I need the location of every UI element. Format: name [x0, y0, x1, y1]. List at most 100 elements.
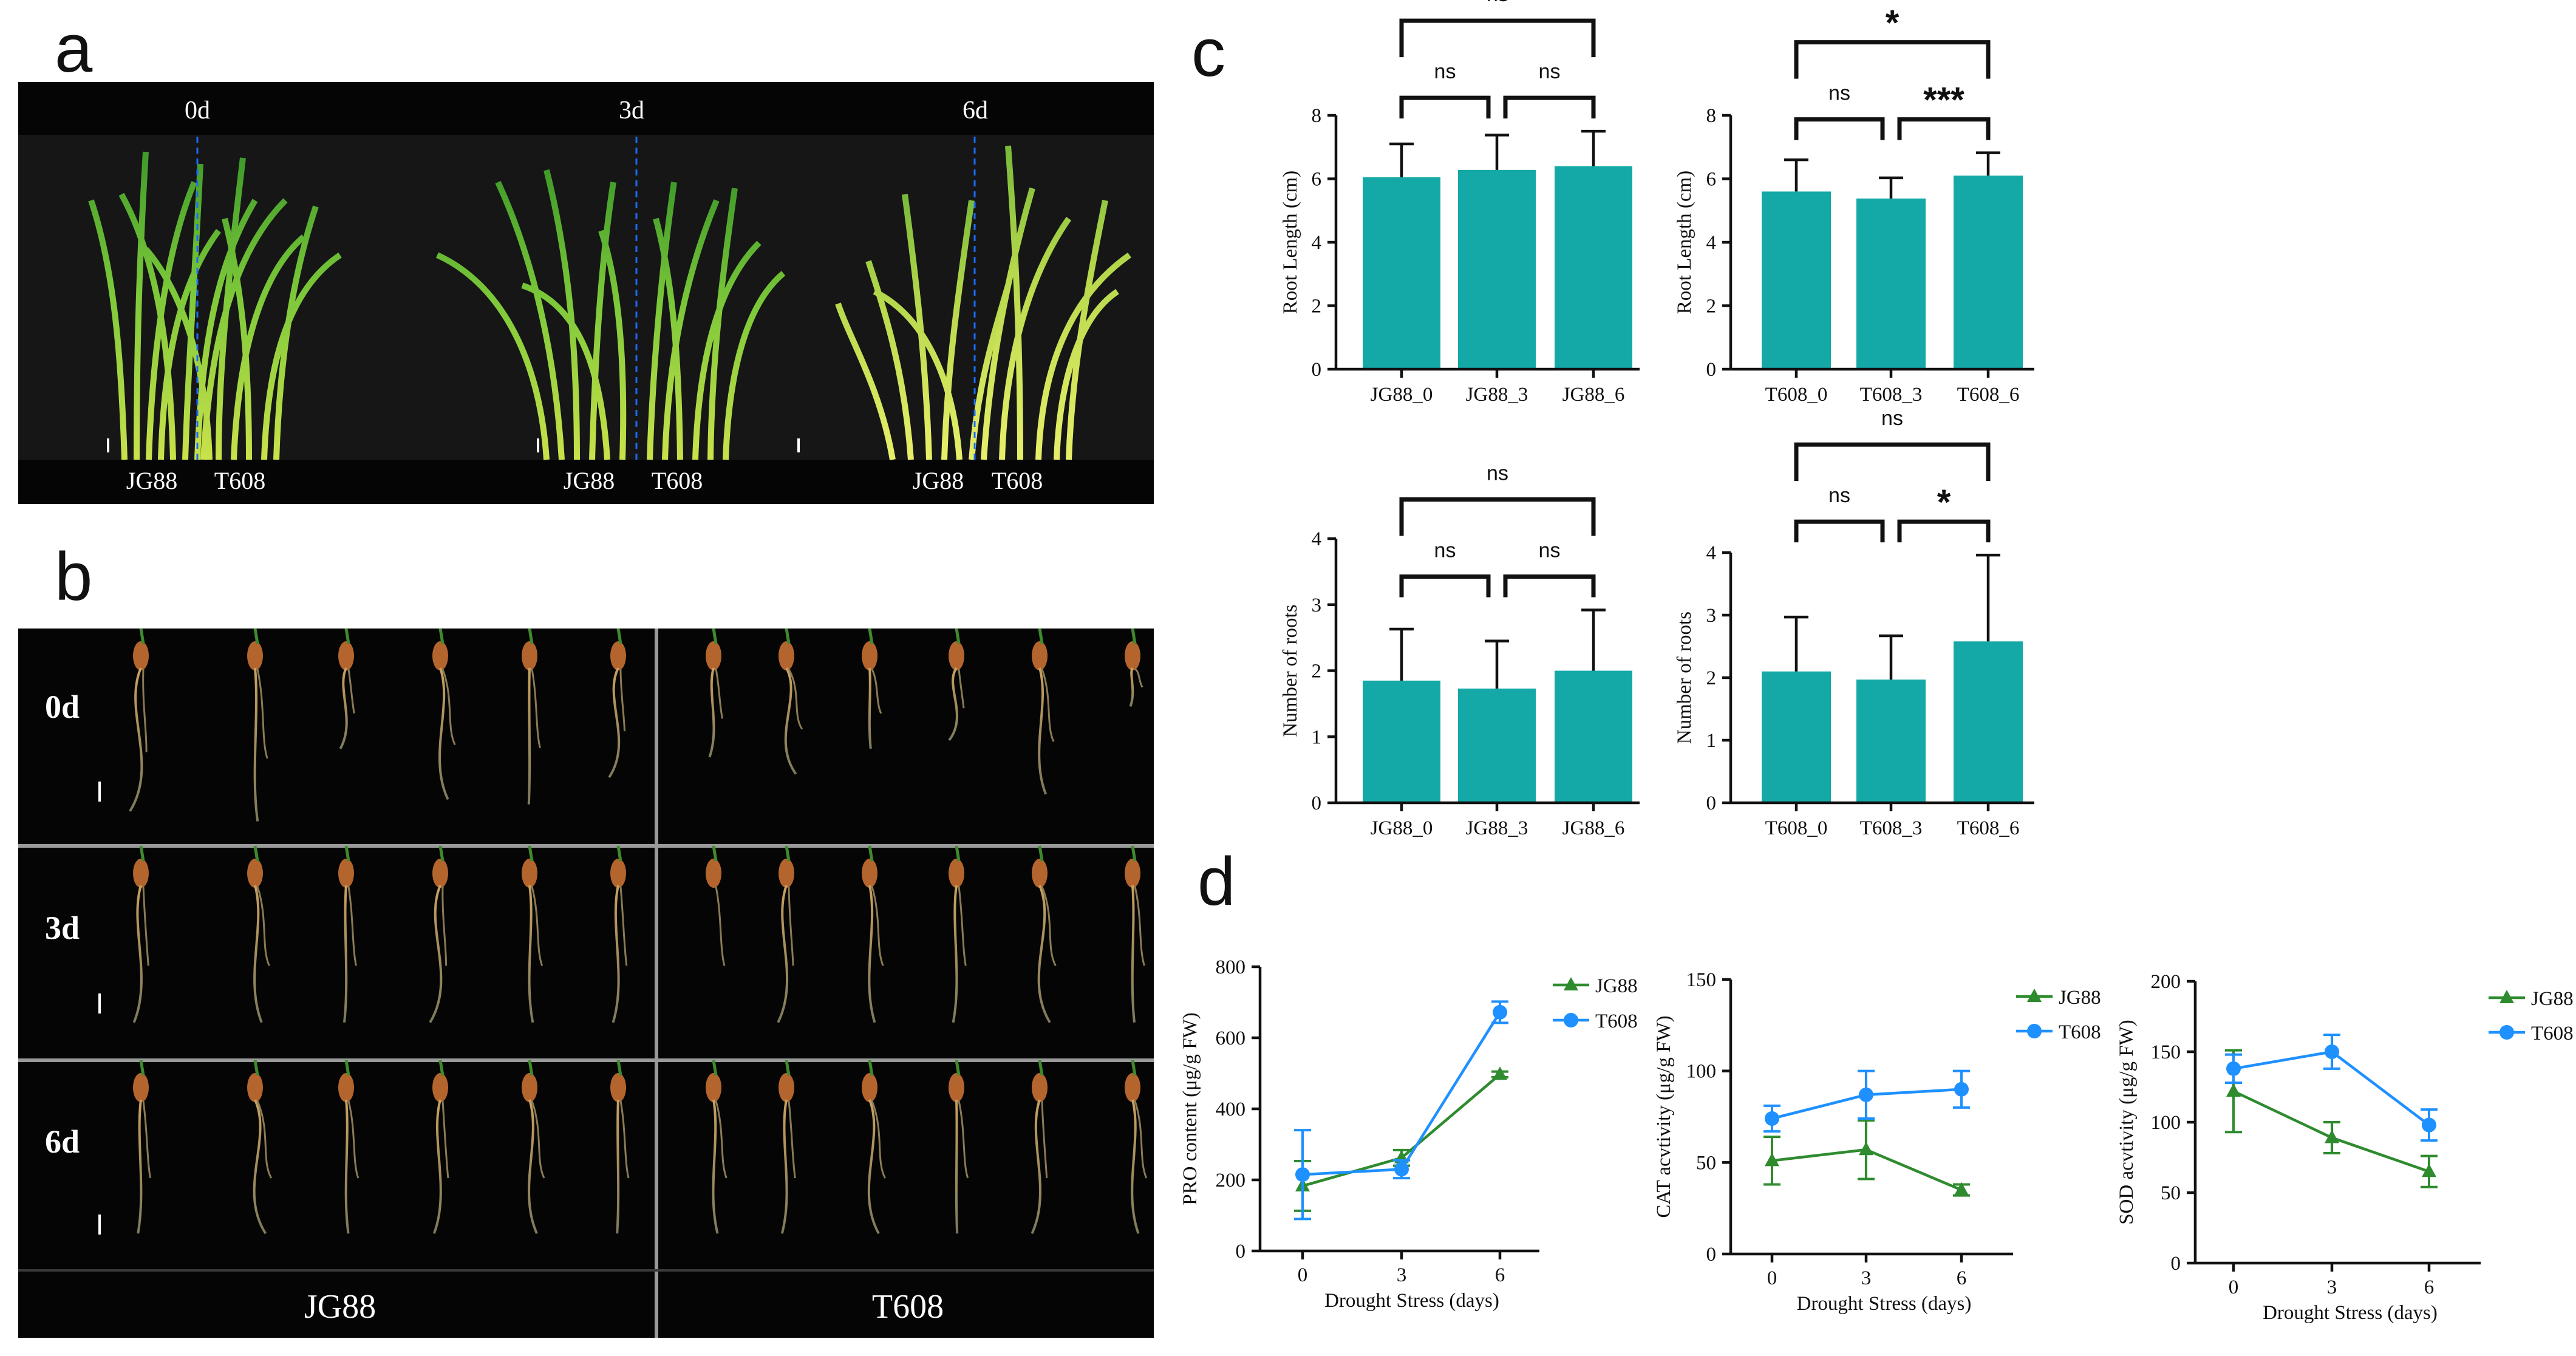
cultivar-label: JG88 — [126, 467, 177, 494]
significance-bracket — [1503, 95, 1596, 119]
root — [441, 1100, 449, 1179]
shoot — [528, 628, 534, 644]
seed — [338, 1073, 354, 1102]
significance-bracket — [1794, 442, 1991, 482]
root — [784, 667, 797, 775]
panel-label-a: a — [55, 10, 93, 86]
y-tick-label: 200 — [2151, 971, 2181, 993]
root — [868, 667, 872, 749]
root — [441, 886, 448, 966]
row-label-6d: 6d — [45, 1123, 80, 1160]
root — [788, 886, 794, 966]
data-point — [2422, 1117, 2436, 1133]
significance-bracket — [1897, 519, 1991, 543]
shoot — [139, 845, 145, 862]
seed — [779, 859, 794, 888]
shoot — [785, 1060, 791, 1076]
y-tick-label: 0 — [2171, 1253, 2181, 1275]
significance-label: * — [1886, 4, 1900, 43]
significance-label: ns — [1828, 82, 1850, 105]
row-label-0d: 0d — [45, 689, 80, 725]
root — [256, 886, 270, 966]
data-point — [1493, 1066, 1507, 1080]
legend-label: JG88 — [1595, 975, 1638, 997]
y-tick-label: 0 — [1706, 792, 1717, 814]
seed — [862, 1073, 877, 1102]
y-tick-label: 0 — [1312, 792, 1322, 814]
root — [253, 885, 263, 1023]
shoot — [955, 628, 961, 644]
seed — [1125, 859, 1140, 888]
y-tick-label: 50 — [1696, 1152, 1716, 1174]
root — [616, 1099, 620, 1234]
legend-marker — [2027, 1024, 2042, 1038]
x-tick-label: T608_6 — [1957, 384, 2020, 406]
significance-label: * — [1937, 483, 1951, 522]
root — [347, 886, 357, 966]
bar — [1856, 680, 1926, 803]
shoot — [1131, 1060, 1137, 1076]
root — [132, 885, 143, 1023]
y-tick-label: 0 — [1312, 359, 1322, 381]
x-tick-label: T608_3 — [1860, 817, 1923, 839]
y-tick-label: 4 — [1312, 232, 1322, 254]
root — [715, 669, 724, 719]
shoot — [1038, 845, 1044, 862]
y-axis-label: Number of roots — [1674, 612, 1695, 744]
bar — [1458, 688, 1536, 803]
root — [339, 667, 348, 749]
root — [712, 1099, 719, 1234]
seed — [862, 641, 877, 670]
seed — [1032, 1073, 1048, 1102]
shoot — [1131, 628, 1137, 644]
y-axis-label: Root Length (cm) — [1279, 171, 1301, 314]
root — [441, 669, 456, 746]
seed — [862, 859, 877, 888]
y-axis-label: SOD acvtivity (μg/g FW) — [2116, 1020, 2138, 1225]
bar — [1555, 670, 1632, 803]
root — [528, 885, 534, 1023]
bar — [1856, 198, 1926, 369]
x-tick-label: 3 — [2327, 1276, 2337, 1298]
y-axis-label: Root Length (cm) — [1674, 171, 1695, 314]
root — [952, 885, 958, 1023]
shoot — [528, 1060, 534, 1076]
x-tick-label: T608_0 — [1765, 817, 1828, 839]
seed — [432, 641, 448, 670]
bar — [1363, 680, 1440, 803]
shoot — [1038, 1060, 1044, 1076]
bar — [1954, 175, 2023, 369]
root — [1129, 667, 1134, 707]
significance-label: ns — [1539, 539, 1561, 562]
y-axis-label: PRO content (μg/g FW) — [1179, 1012, 1201, 1205]
y-tick-label: 1 — [1312, 726, 1322, 748]
bar — [1458, 169, 1536, 369]
seed — [247, 641, 263, 670]
y-tick-label: 1 — [1706, 730, 1717, 752]
data-point — [1765, 1153, 1779, 1167]
panel-b-photo: 0d 3d 6d JG88 T608 — [18, 628, 1154, 1338]
shoot — [1131, 845, 1137, 862]
line-chart-d2: 0 50 100 150 CAT acvtivity (μg/g FW) 0 3 6 Droug… — [1653, 969, 2101, 1315]
legend-marker — [2499, 990, 2514, 1003]
bar-chart-c3: 0 1 2 3 4 Number of roots JG88_0 JG88_3 JG88_6 ns… — [1279, 462, 1640, 839]
root — [142, 886, 149, 966]
panel-a-photo: 0d 3d 6d JG88 T608 JG88 T608 JG88 T608 — [18, 82, 1154, 504]
seed — [522, 1073, 537, 1102]
plants-3d — [435, 137, 786, 462]
shoot — [712, 1060, 718, 1076]
root — [708, 667, 715, 758]
shoot — [253, 845, 259, 862]
root — [777, 885, 789, 1023]
x-tick-label: 0 — [2229, 1276, 2239, 1298]
y-tick-label: 800 — [1216, 956, 1246, 978]
legend-marker — [1564, 1013, 1578, 1027]
shoot — [616, 1060, 622, 1076]
significance-bracket — [1399, 497, 1596, 536]
root — [129, 667, 143, 812]
significance-bracket — [1399, 574, 1491, 598]
seed — [338, 859, 354, 888]
y-tick-label: 600 — [1216, 1027, 1246, 1049]
bar-chart-c4: 0 1 2 3 4 Number of roots T608_0 T608_3 T608_6 ns… — [1674, 407, 2034, 839]
